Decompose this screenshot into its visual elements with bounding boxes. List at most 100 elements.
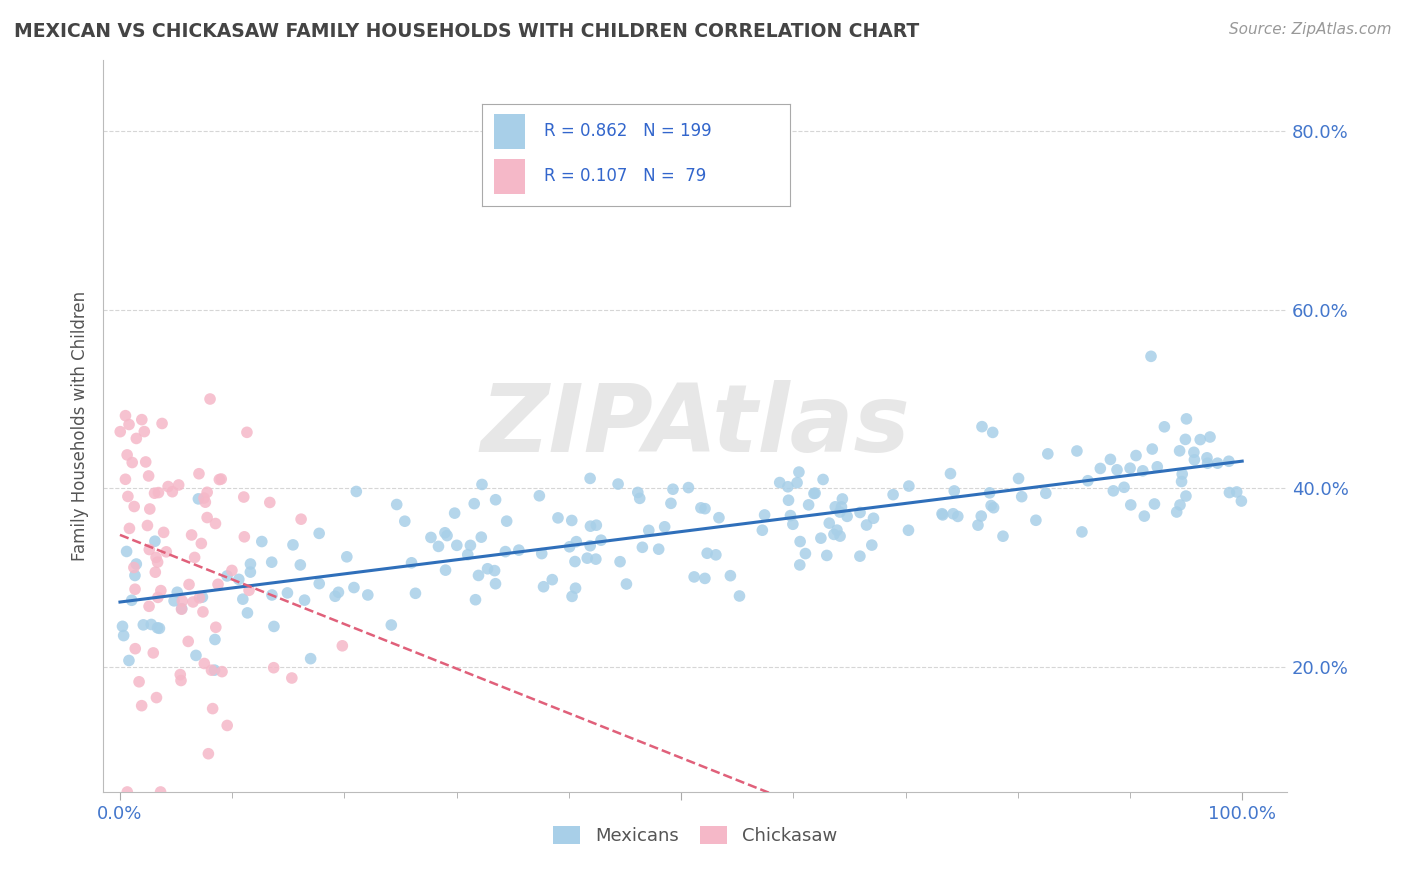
Point [825,523,848,537]
Point [690,500,713,515]
Point [141,617,163,632]
Point [124,641,146,656]
Point [991,529,1014,543]
Point [628,491,651,506]
Point [145,550,167,565]
Point [558,540,581,554]
Point [343,581,366,595]
Point [1011,490,1033,504]
Point [470,530,492,544]
Point [136,518,159,533]
Point [131,698,153,713]
Point [433,525,456,540]
Point [143,534,166,549]
Point [308,526,330,541]
Point [1102,483,1125,498]
Point [135,455,157,469]
Point [180,528,202,542]
Point [177,634,200,648]
Point [471,477,494,491]
Point [169,667,191,681]
Point [170,601,193,615]
Point [122,560,145,574]
Point [204,663,226,677]
Point [970,419,993,434]
Point [728,589,751,603]
Point [217,718,239,732]
Point [707,510,730,524]
Point [157,479,180,493]
Point [564,581,586,595]
Point [1174,433,1197,447]
Point [149,785,172,799]
Point [404,586,426,600]
Point [217,569,239,583]
Point [1226,485,1249,500]
Point [754,508,776,522]
Point [547,511,569,525]
Point [152,525,174,540]
Point [183,550,205,565]
Point [239,557,262,571]
Point [631,541,654,555]
Point [294,593,316,607]
Point [110,425,132,439]
Point [155,545,177,559]
Point [1174,489,1197,503]
Point [308,576,330,591]
Point [609,555,631,569]
Point [693,501,716,516]
Point [787,465,810,479]
Point [181,595,204,609]
Point [849,506,872,520]
Point [654,520,676,534]
Point [830,500,852,514]
Point [1230,494,1253,508]
Point [803,486,825,500]
Point [855,518,877,533]
Point [276,586,298,600]
Text: ZIPAtlas: ZIPAtlas [481,380,910,472]
Point [1168,443,1191,458]
Point [124,582,146,597]
Point [589,533,612,548]
Point [434,563,457,577]
Point [946,509,969,524]
Point [328,585,350,599]
Point [1189,433,1212,447]
Point [204,632,226,647]
Point [1143,497,1166,511]
Point [336,549,359,564]
Point [1166,505,1188,519]
Point [380,618,402,632]
Point [467,568,489,582]
Point [810,531,832,545]
Point [794,547,817,561]
Point [118,653,141,667]
Point [565,534,588,549]
Point [1133,509,1156,524]
Point [1119,461,1142,475]
Point [837,509,859,524]
Point [849,549,872,564]
Point [1125,449,1147,463]
Point [860,538,883,552]
Point [979,486,1001,500]
Point [882,488,904,502]
Point [696,546,718,560]
Point [191,590,214,604]
Point [862,511,884,525]
Point [193,657,215,671]
Point [146,555,169,569]
Point [1071,524,1094,539]
Point [508,543,530,558]
Point [138,469,160,483]
Point [114,472,136,486]
Point [561,590,583,604]
Point [1218,485,1240,500]
Point [191,605,214,619]
Point [177,577,200,591]
Point [132,618,155,632]
Point [1066,444,1088,458]
Point [824,500,846,514]
